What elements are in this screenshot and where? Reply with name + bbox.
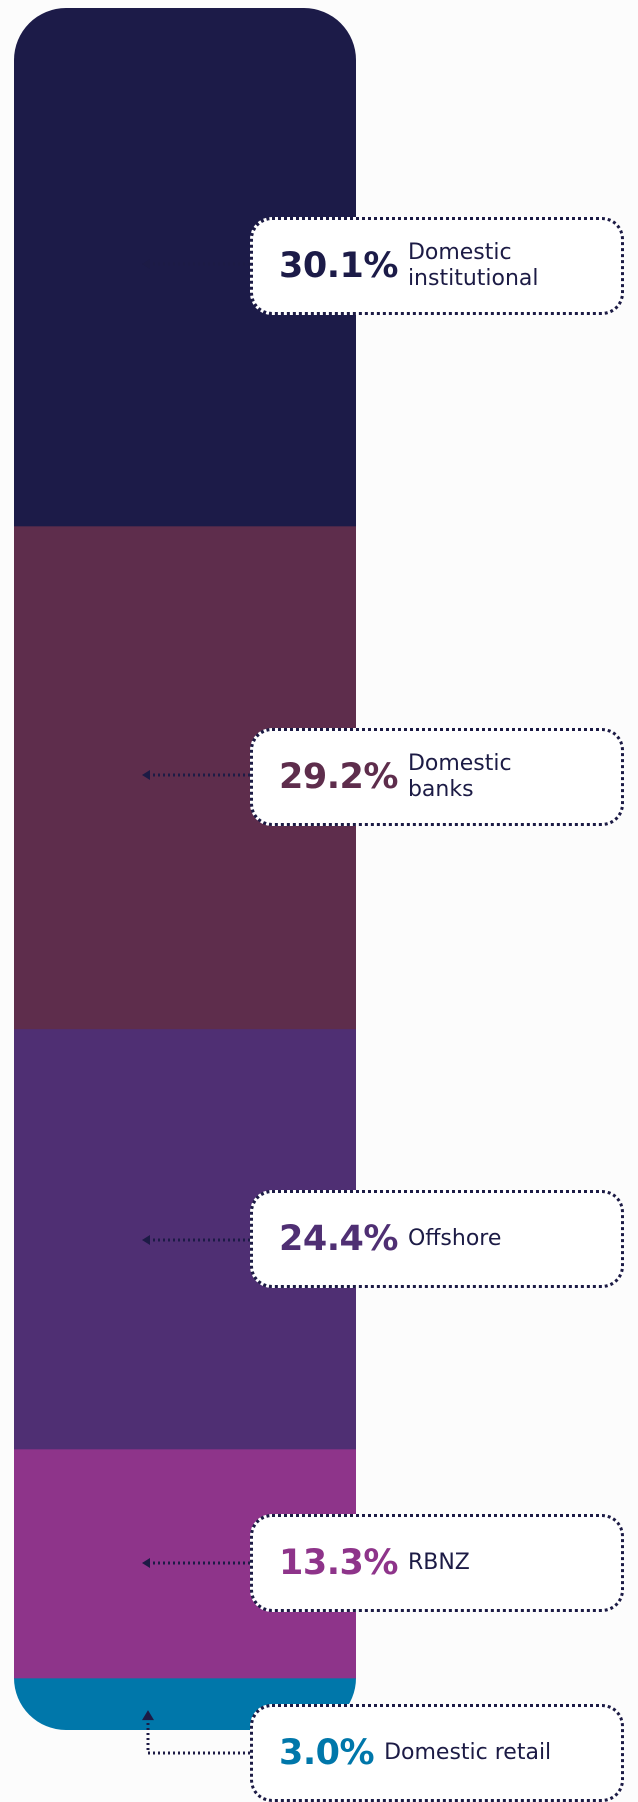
segment-label: Offshore: [407, 1225, 502, 1251]
connectors: [142, 259, 250, 1755]
segment-label: Domestic retail: [384, 1739, 552, 1765]
segment-label: RBNZ: [407, 1549, 470, 1575]
segment-label: Domestic institutional: [407, 239, 539, 291]
callout-domestic-banks: 29.2% Domestic banks: [250, 728, 624, 826]
callout-offshore: 24.4% Offshore: [250, 1190, 624, 1288]
connector-arrowhead: [142, 1710, 154, 1721]
value-label: 30.1%: [279, 246, 398, 286]
connector-arrowhead: [142, 1558, 150, 1568]
value-label: 24.4%: [279, 1219, 398, 1259]
segment-label: Domestic banks: [407, 750, 512, 802]
value-label: 29.2%: [279, 757, 398, 797]
callout-domestic-institutional: 30.1% Domestic institutional: [250, 217, 624, 315]
callout-domestic-retail: 3.0% Domestic retail: [250, 1704, 624, 1802]
connector-arrowhead: [142, 1235, 150, 1245]
connector-line: [146, 1712, 250, 1755]
connector-arrowhead: [142, 259, 150, 269]
value-label: 13.3%: [279, 1543, 398, 1583]
connector-arrowhead: [142, 770, 150, 780]
callout-rbnz: 13.3% RBNZ: [250, 1514, 624, 1612]
value-label: 3.0%: [279, 1733, 375, 1773]
